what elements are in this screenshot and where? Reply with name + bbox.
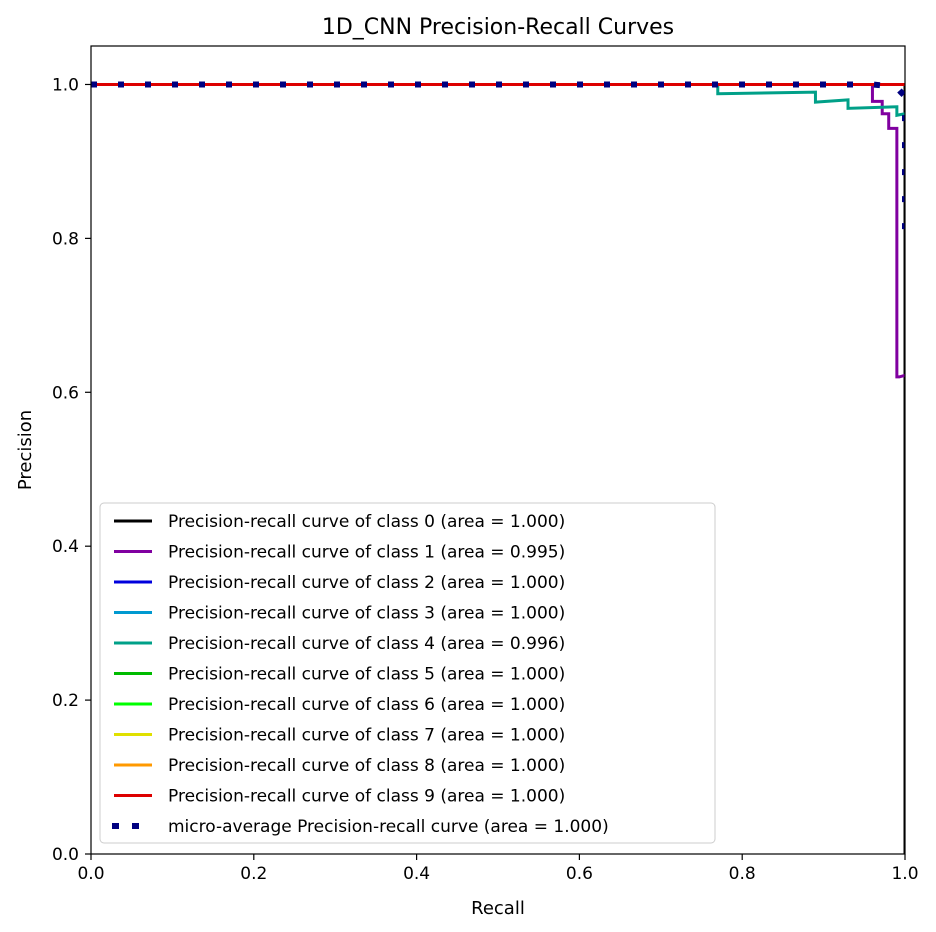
x-axis-label: Recall xyxy=(471,898,525,919)
legend-label-8: Precision-recall curve of class 8 (area … xyxy=(168,756,565,776)
x-tick-label: 1.0 xyxy=(891,864,918,884)
series-line-1 xyxy=(91,82,905,379)
legend-label-2: Precision-recall curve of class 2 (area … xyxy=(168,573,565,593)
x-tick-label: 0.2 xyxy=(240,864,267,884)
plot-frame xyxy=(90,45,906,855)
series-line-10 xyxy=(91,81,905,231)
legend-label-4: Precision-recall curve of class 4 (area … xyxy=(168,634,565,654)
x-tick-label: 0.6 xyxy=(566,864,593,884)
series-line-4 xyxy=(91,82,905,118)
y-tick-label: 0.6 xyxy=(52,383,79,403)
chart-title: 1D_CNN Precision-Recall Curves xyxy=(322,15,674,40)
legend-label-0: Precision-recall curve of class 0 (area … xyxy=(168,512,565,532)
legend-label-3: Precision-recall curve of class 3 (area … xyxy=(168,604,565,624)
y-tick-label: 0.2 xyxy=(52,691,79,711)
y-axis-ticks: 0.0 0.2 0.4 0.6 0.8 1.0 xyxy=(52,75,91,865)
legend: Precision-recall curve of class 0 (area … xyxy=(99,502,716,844)
legend-label-7: Precision-recall curve of class 7 (area … xyxy=(168,726,565,746)
y-tick-label: 0.8 xyxy=(52,229,79,249)
legend-label-10: micro-average Precision-recall curve (ar… xyxy=(168,817,609,837)
legend-label-6: Precision-recall curve of class 6 (area … xyxy=(168,695,565,715)
y-axis-label: Precision xyxy=(15,410,36,490)
legend-label-5: Precision-recall curve of class 5 (area … xyxy=(168,665,565,685)
plot-lines xyxy=(91,81,905,854)
legend-box xyxy=(99,502,716,844)
y-tick-label: 0.4 xyxy=(52,537,79,557)
x-tick-label: 0.8 xyxy=(729,864,756,884)
x-tick-label: 0.4 xyxy=(403,864,430,884)
x-tick-label: 0.0 xyxy=(77,864,104,884)
y-tick-label: 1.0 xyxy=(52,75,79,95)
x-axis-ticks: 0.0 0.2 0.4 0.6 0.8 1.0 xyxy=(77,854,919,884)
legend-label-1: Precision-recall curve of class 1 (area … xyxy=(168,543,565,563)
legend-label-9: Precision-recall curve of class 9 (area … xyxy=(168,787,565,807)
y-tick-label: 0.0 xyxy=(52,845,79,865)
